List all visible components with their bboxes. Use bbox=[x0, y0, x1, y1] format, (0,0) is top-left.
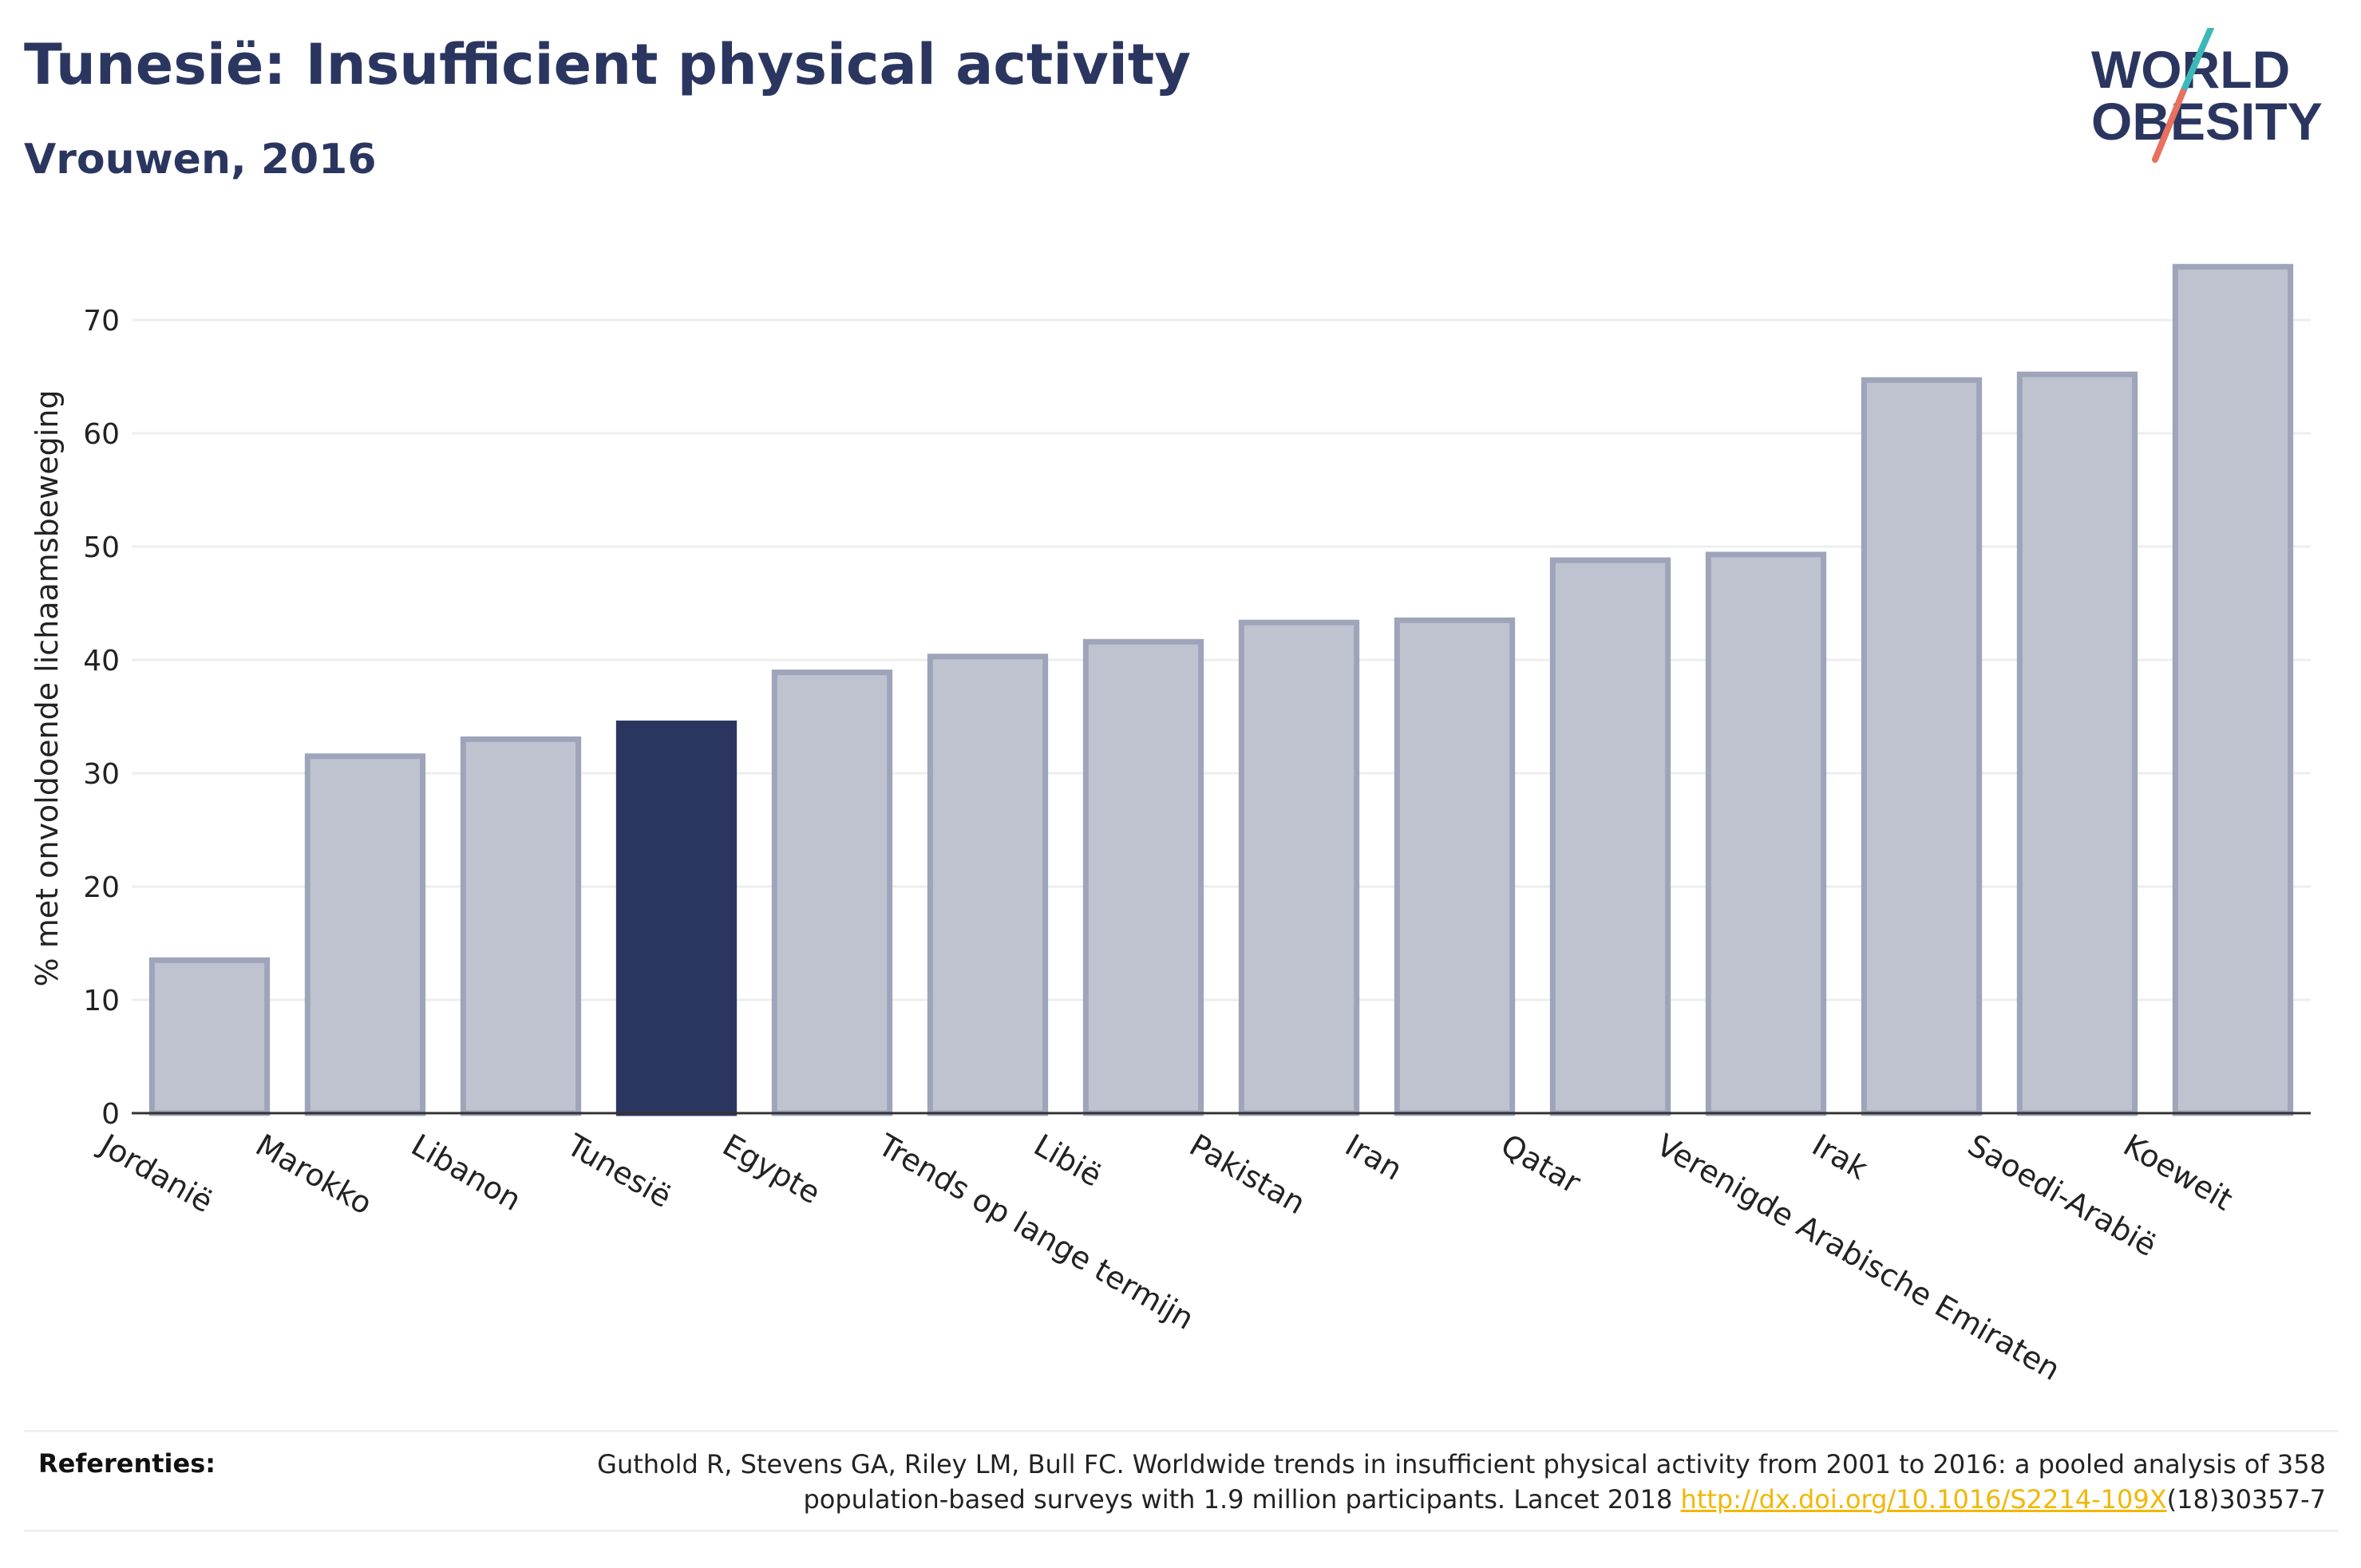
bar bbox=[304, 753, 426, 1116]
bar bbox=[771, 669, 893, 1116]
x-tick-label: Libanon bbox=[405, 1128, 527, 1218]
bar bbox=[148, 957, 271, 1116]
y-tick-label: 70 bbox=[83, 305, 120, 338]
world-obesity-logo: WORLD OBESITY bbox=[2091, 28, 2323, 163]
y-axis-title: % met onvoldoende lichaamsbeweging bbox=[30, 390, 65, 987]
references-citation: Guthold R, Stevens GA, Riley LM, Bull FC… bbox=[530, 1447, 2326, 1517]
y-tick-label: 40 bbox=[83, 645, 120, 677]
x-tick-label: Irak bbox=[1806, 1128, 1873, 1187]
chart-title: Tunesië: Insufficient physical activity bbox=[24, 32, 1192, 97]
logo-slash-teal bbox=[2180, 28, 2214, 95]
y-tick-label: 0 bbox=[101, 1098, 120, 1131]
chart-subtitle: Vrouwen, 2016 bbox=[24, 136, 377, 184]
bar bbox=[1082, 638, 1204, 1116]
bar bbox=[1861, 377, 1983, 1116]
x-tick-label: Pakistan bbox=[1184, 1128, 1311, 1222]
bar-chart: 0 10 20 30 40 50 60 70 % met onvoldoende lichaam… bbox=[30, 263, 2311, 1388]
logo-slash-coral bbox=[2152, 89, 2186, 163]
y-tick-label: 30 bbox=[83, 758, 120, 791]
bar bbox=[1549, 557, 1671, 1116]
bar-highlighted bbox=[615, 721, 738, 1116]
bar bbox=[2016, 371, 2138, 1116]
references-label: Referenties: bbox=[38, 1448, 216, 1479]
x-tick-label: Qatar bbox=[1495, 1128, 1587, 1201]
x-tick-label: Iran bbox=[1339, 1128, 1408, 1187]
y-tick-label: 50 bbox=[83, 531, 120, 564]
logo-line-obesity: OBESITY bbox=[2091, 92, 2323, 151]
bar bbox=[2172, 263, 2294, 1116]
bar bbox=[1394, 617, 1516, 1116]
x-tick-label: Koeweit bbox=[2118, 1128, 2239, 1218]
x-tick-label: Jordanië bbox=[93, 1127, 219, 1220]
bar bbox=[1705, 551, 1827, 1116]
x-tick-label: Marokko bbox=[250, 1128, 378, 1222]
bar bbox=[460, 736, 582, 1116]
doi-link[interactable]: http://dx.doi.org/10.1016/S2214-109X bbox=[1680, 1484, 2167, 1515]
x-tick-label: Libië bbox=[1028, 1128, 1108, 1194]
x-tick-label: Tunesië bbox=[560, 1127, 677, 1215]
y-tick-label: 20 bbox=[83, 871, 120, 904]
citation-suffix: (18)30357-7 bbox=[2166, 1484, 2326, 1515]
bar bbox=[1238, 619, 1360, 1116]
bar bbox=[927, 654, 1049, 1116]
y-tick-label: 10 bbox=[83, 985, 120, 1017]
x-tick-label: Egypte bbox=[717, 1128, 826, 1211]
citation-text: Guthold R, Stevens GA, Riley LM, Bull FC… bbox=[597, 1449, 2326, 1515]
y-tick-label: 60 bbox=[83, 418, 120, 451]
references-section: Referenties: Guthold R, Stevens GA, Rile… bbox=[24, 1430, 2339, 1532]
